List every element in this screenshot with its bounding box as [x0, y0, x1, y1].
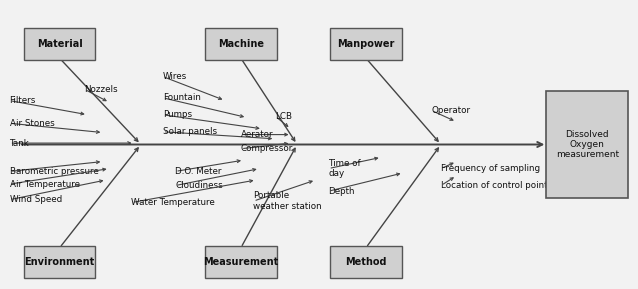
Text: Pumps: Pumps	[163, 110, 192, 119]
FancyBboxPatch shape	[330, 247, 402, 278]
Text: Tank: Tank	[10, 139, 29, 148]
Text: Depth: Depth	[329, 187, 355, 196]
Text: Wires: Wires	[163, 72, 187, 81]
Text: Barometric pressure: Barometric pressure	[10, 167, 98, 176]
Text: Environment: Environment	[24, 257, 94, 267]
Text: Fountain: Fountain	[163, 93, 200, 102]
FancyBboxPatch shape	[330, 28, 402, 60]
Text: Aerator: Aerator	[241, 130, 274, 139]
Text: Operator: Operator	[431, 106, 471, 115]
Text: Machine: Machine	[218, 39, 264, 49]
Text: LCB: LCB	[275, 112, 292, 121]
Text: Water Temperature: Water Temperature	[131, 198, 215, 207]
Text: Air Temperature: Air Temperature	[10, 180, 80, 189]
FancyBboxPatch shape	[546, 91, 628, 198]
Text: Dissolved
Oxygen
measurement: Dissolved Oxygen measurement	[556, 129, 619, 160]
Text: Wind Speed: Wind Speed	[10, 195, 62, 204]
Text: Manpower: Manpower	[338, 39, 394, 49]
Text: D.O. Meter: D.O. Meter	[175, 167, 221, 176]
Text: Frequency of sampling: Frequency of sampling	[441, 164, 540, 173]
FancyBboxPatch shape	[24, 247, 96, 278]
Text: Solar panels: Solar panels	[163, 127, 217, 136]
Text: Material: Material	[36, 39, 82, 49]
FancyBboxPatch shape	[24, 28, 96, 60]
Text: Portable
weather station: Portable weather station	[253, 191, 322, 211]
FancyBboxPatch shape	[205, 247, 277, 278]
Text: Air Stones: Air Stones	[10, 119, 54, 128]
Text: Method: Method	[345, 257, 387, 267]
Text: Cloudiness: Cloudiness	[175, 181, 223, 190]
Text: Filters: Filters	[10, 96, 36, 105]
Text: Nozzels: Nozzels	[84, 85, 118, 94]
Text: Compressor: Compressor	[241, 144, 293, 153]
Text: Time of
day: Time of day	[329, 159, 361, 178]
Text: Measurement: Measurement	[204, 257, 278, 267]
FancyBboxPatch shape	[205, 28, 277, 60]
Text: Location of control points: Location of control points	[441, 181, 552, 190]
